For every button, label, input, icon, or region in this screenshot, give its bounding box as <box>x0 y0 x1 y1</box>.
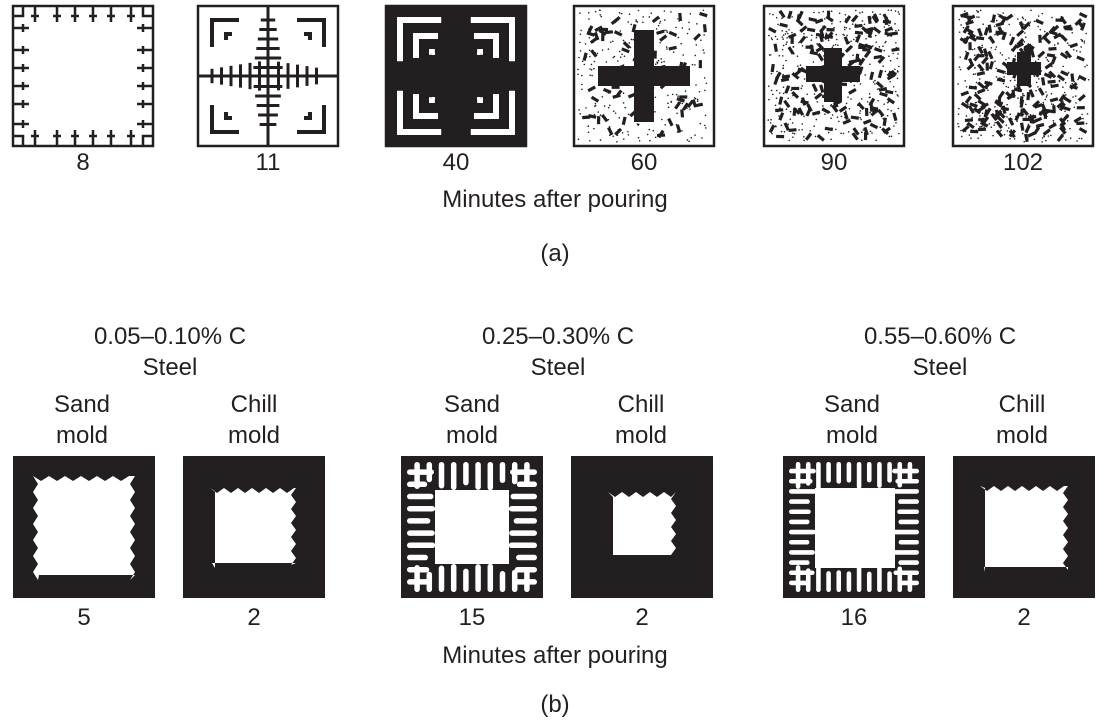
chill-mold-label: mold <box>228 422 280 449</box>
axis-caption-a: Minutes after pouring <box>442 186 667 213</box>
panel-a-minutes-label: 40 <box>443 149 470 176</box>
ingot-minutes-label: 15 <box>459 604 486 631</box>
sand-mold-label: Sand <box>824 391 880 418</box>
equiaxed-crystals <box>767 9 901 142</box>
sand-mold-label: Sand <box>54 391 110 418</box>
panel-a-11min <box>196 4 340 148</box>
ingot-minutes-label: 2 <box>635 604 648 631</box>
chill-mold-label: Chill <box>618 391 665 418</box>
panel-a-40min <box>384 4 528 148</box>
sand-mold-label: mold <box>446 422 498 449</box>
columnar-dendrites <box>407 462 537 592</box>
panel-a-minutes-label: 102 <box>1003 149 1043 176</box>
ingot-minutes-label: 2 <box>247 604 260 631</box>
panel-a-8min <box>11 4 155 148</box>
dendrite-skin <box>13 6 153 146</box>
panel-a-minutes-label: 11 <box>256 149 281 176</box>
dendrite-growth <box>198 6 338 146</box>
panel-a-60min <box>572 4 716 148</box>
part-a: 8 11 40 60 <box>11 4 1095 267</box>
carbon-content-label: 0.25–0.30% C <box>482 323 634 350</box>
sand-mold-label: Sand <box>444 391 500 418</box>
sand-mold-label: mold <box>56 422 108 449</box>
chill-mold-label: Chill <box>231 391 278 418</box>
ingot-sand-low-carbon <box>13 456 155 598</box>
panel-a-minutes-label: 60 <box>631 149 658 176</box>
material-label: Steel <box>913 354 968 381</box>
ingot-chill-high-carbon <box>953 456 1095 598</box>
ingot-sand-high-carbon <box>783 456 925 598</box>
panel-a-102min <box>951 4 1095 148</box>
chill-mold-label: mold <box>996 422 1048 449</box>
columnar-dendrites <box>397 17 515 135</box>
panel-a-90min <box>762 4 906 148</box>
ingot-chill-low-carbon <box>183 456 325 598</box>
sand-mold-label: mold <box>826 422 878 449</box>
central-cross <box>806 48 860 102</box>
columnar-dendrites <box>789 462 919 592</box>
ingot-chill-medium-carbon <box>571 456 713 598</box>
panel-a-minutes-label: 90 <box>821 149 848 176</box>
equiaxed-crystals <box>957 9 1090 143</box>
ingot-minutes-label: 5 <box>77 604 90 631</box>
central-cross <box>1007 52 1041 86</box>
part-b: 0.05–0.10% C Steel Sand mold Chill mold … <box>13 323 1095 718</box>
sublabel-b: (b) <box>540 691 569 718</box>
ingot-minutes-label: 2 <box>1017 604 1030 631</box>
chill-mold-label: Chill <box>999 391 1046 418</box>
carbon-content-label: 0.05–0.10% C <box>94 323 246 350</box>
central-cross <box>598 30 690 122</box>
panel-a-minutes-label: 8 <box>76 149 89 176</box>
material-label: Steel <box>531 354 586 381</box>
ingot-sand-medium-carbon <box>401 456 543 598</box>
axis-caption-b: Minutes after pouring <box>442 642 667 669</box>
sublabel-a: (a) <box>540 240 569 267</box>
ingot-minutes-label: 16 <box>841 604 868 631</box>
carbon-content-label: 0.55–0.60% C <box>864 323 1016 350</box>
chill-mold-label: mold <box>615 422 667 449</box>
material-label: Steel <box>143 354 198 381</box>
